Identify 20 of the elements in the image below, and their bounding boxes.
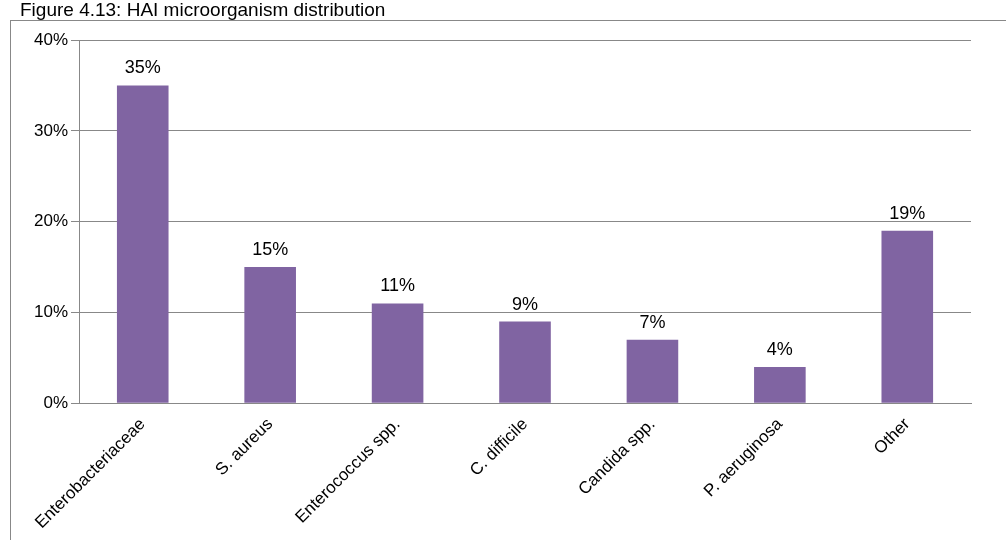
bar (499, 321, 551, 403)
data-label: 15% (252, 239, 289, 260)
bar (754, 366, 806, 403)
data-label: 7% (639, 311, 666, 332)
data-label: 19% (889, 202, 926, 223)
bar (881, 230, 934, 403)
y-tick-label: 30% (33, 120, 69, 140)
data-label: 35% (124, 57, 161, 78)
data-label: 4% (766, 338, 793, 359)
data-label: 9% (512, 293, 539, 314)
data-label: 11% (380, 275, 415, 296)
y-tick-label: 0% (43, 393, 69, 413)
bar (244, 267, 296, 403)
y-tick-label: 40% (33, 29, 69, 49)
y-tick-label: 10% (33, 302, 69, 322)
bar (626, 339, 679, 403)
y-tick-label: 20% (33, 211, 69, 231)
bar (116, 85, 169, 403)
chart-title: Figure 4.13: HAI microorganism distribution (20, 0, 386, 20)
bar (371, 303, 424, 403)
